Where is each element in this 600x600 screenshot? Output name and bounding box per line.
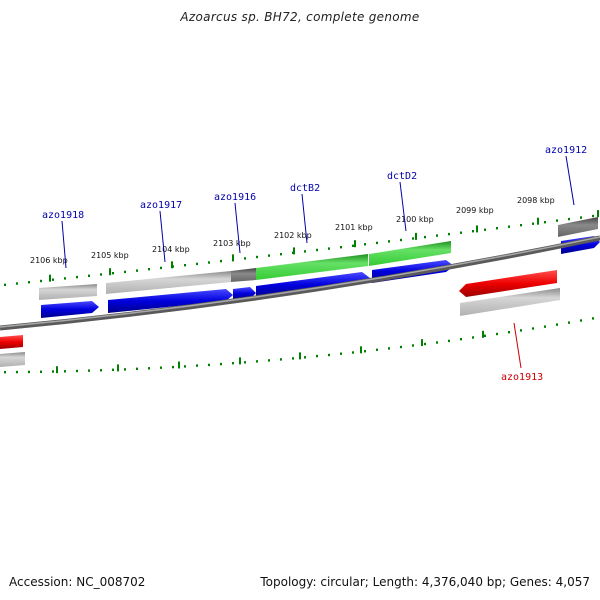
gene-labels: azo1918 azo1917 azo1916 dctB2 dctD2 azo1912 az… [42,145,587,383]
gene-leader-line [399,181,407,232]
kbp-tick-label: 2105 kbp [91,251,129,260]
gene-label-azo1917[interactable]: azo1917 [140,200,182,211]
gene-label-azo1916[interactable]: azo1916 [214,192,256,203]
gene-label-lines [61,155,575,369]
gene-label-azo1912[interactable]: azo1912 [545,145,587,156]
gene-label-dctB2[interactable]: dctB2 [290,183,320,194]
chromosome-backbone [0,235,600,331]
grey-feature-left-edge[interactable] [0,352,25,367]
forward-gene-azo1917[interactable] [108,289,233,313]
tick-dots [4,214,594,374]
kbp-tick-label: 2098 kbp [517,196,555,205]
kbp-tick-label: 2099 kbp [456,206,494,215]
forward-gene-azo1918[interactable] [41,301,99,318]
gene-label-azo1918[interactable]: azo1918 [42,210,84,221]
dark-feature-azo1912[interactable] [558,217,598,237]
kbp-tick-label: 2101 kbp [335,223,373,232]
map-title: Azoarcus sp. BH72, complete genome [180,10,420,24]
green-feature-dctD2[interactable] [369,241,451,266]
accession-label: Accession: NC_008702 [9,575,146,589]
green-feature-dctB2[interactable] [256,254,368,280]
kbp-tick-label: 2100 kbp [396,215,434,224]
gene-leader-line [234,202,241,254]
kbp-tick-label: 2106 kbp [30,256,68,265]
gene-label-azo1913[interactable]: azo1913 [501,372,543,383]
grey-feature-azo1918[interactable] [39,284,97,300]
grey-feature-azo1917-azo1916[interactable] [106,271,231,294]
gene-leader-line [61,220,67,269]
tick-marks [49,210,599,374]
reverse-gene-left-edge[interactable] [0,335,23,349]
kbp-tick-label: 2104 kbp [152,245,190,254]
gene-leader-line [565,155,575,206]
kbp-tick-label: 2102 kbp [274,231,312,240]
gene-leader-line [513,322,522,369]
kbp-labels: 2106 kbp 2105 kbp 2104 kbp 2103 kbp 2102 kbp… [30,196,555,265]
reverse-gene-azo1913[interactable] [459,270,557,297]
dark-feature-azo1916[interactable] [231,268,256,282]
grey-feature-azo1913[interactable] [460,288,560,316]
kbp-tick-label: 2103 kbp [213,239,251,248]
genome-summary: Topology: circular; Length: 4,376,040 bp… [260,575,590,589]
gene-label-dctD2[interactable]: dctD2 [387,171,417,182]
gene-leader-line [301,193,308,244]
gene-leader-line [159,210,166,263]
